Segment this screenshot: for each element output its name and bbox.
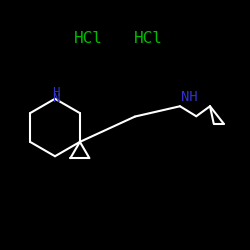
Text: HCl: HCl [134,31,163,46]
Text: N: N [52,92,60,105]
Text: HCl: HCl [74,31,103,46]
Text: H: H [52,86,60,99]
Text: NH: NH [181,90,198,104]
